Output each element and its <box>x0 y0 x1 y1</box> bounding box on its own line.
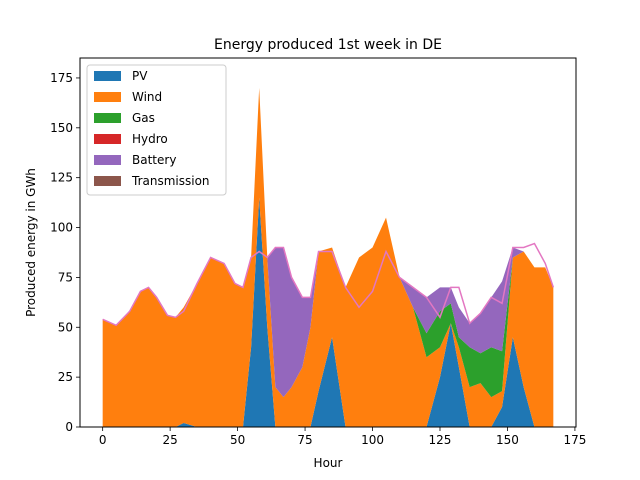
x-tick-label: 175 <box>563 433 586 447</box>
x-tick-label: 50 <box>230 433 245 447</box>
legend-label-battery: Battery <box>132 153 176 167</box>
legend-box <box>86 64 227 196</box>
y-tick-label: 150 <box>50 121 73 135</box>
chart-title: Energy produced 1st week in DE <box>214 37 442 53</box>
y-axis: 0 25 50 75 100 125 150 175 <box>50 71 80 434</box>
legend-label-hydro: Hydro <box>132 132 168 146</box>
demand-line-group <box>102 242 555 327</box>
x-tick-label: 150 <box>496 433 519 447</box>
legend-swatch-transmission <box>94 176 121 186</box>
area-gas <box>102 87 554 398</box>
x-axis-label: Hour <box>314 456 343 470</box>
legend-swatch-hydro <box>94 134 121 144</box>
x-tick-label: 0 <box>99 433 107 447</box>
legend-swatch-wind <box>94 92 121 102</box>
y-tick-label: 50 <box>58 320 73 334</box>
area-wind <box>102 87 554 428</box>
stacked-areas <box>102 87 554 428</box>
y-tick-label: 0 <box>65 420 73 434</box>
demand-line <box>102 242 555 327</box>
y-tick-label: 100 <box>50 221 73 235</box>
x-axis: 0 25 50 75 100 125 150 175 <box>99 427 586 447</box>
x-tick-label: 25 <box>162 433 177 447</box>
y-axis-label: Produced energy in GWh <box>24 168 38 317</box>
y-tick-label: 175 <box>50 71 73 85</box>
legend-swatch-battery <box>94 155 121 165</box>
x-tick-label: 100 <box>361 433 384 447</box>
legend-label-wind: Wind <box>132 90 162 104</box>
legend-label-gas: Gas <box>132 111 155 125</box>
y-tick-label: 125 <box>50 171 73 185</box>
plot-frame <box>79 57 577 428</box>
x-tick-label: 75 <box>297 433 312 447</box>
legend-label-transmission: Transmission <box>131 174 210 188</box>
x-tick-label: 125 <box>429 433 452 447</box>
legend-swatch-gas <box>94 113 121 123</box>
y-tick-label: 75 <box>58 270 73 284</box>
legend-label-pv: PV <box>132 69 148 83</box>
y-tick-label: 25 <box>58 370 73 384</box>
legend-swatch-pv <box>94 71 121 81</box>
legend: PV Wind Gas Hydro Battery Transmission <box>86 64 227 196</box>
area-pv <box>102 197 554 427</box>
